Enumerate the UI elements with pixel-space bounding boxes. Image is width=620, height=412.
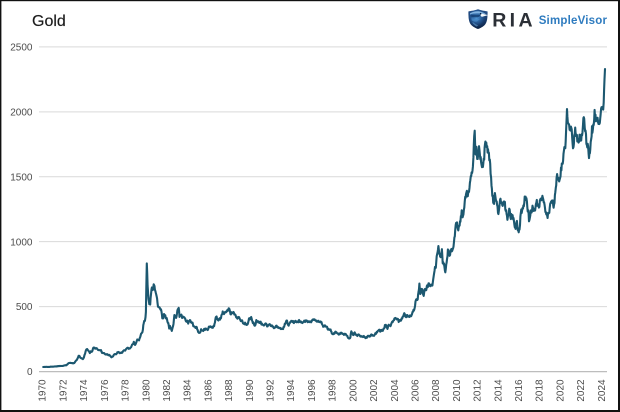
svg-text:2500: 2500 bbox=[10, 43, 33, 54]
svg-text:1990: 1990 bbox=[245, 379, 256, 402]
svg-text:1996: 1996 bbox=[307, 379, 318, 402]
svg-text:1986: 1986 bbox=[203, 379, 214, 402]
svg-text:2006: 2006 bbox=[411, 379, 422, 402]
svg-text:RIA: RIA bbox=[492, 10, 536, 32]
svg-text:2010: 2010 bbox=[452, 379, 463, 402]
svg-text:1000: 1000 bbox=[10, 237, 33, 248]
svg-text:1982: 1982 bbox=[162, 379, 173, 402]
svg-text:1978: 1978 bbox=[121, 379, 132, 402]
svg-text:500: 500 bbox=[16, 302, 33, 313]
svg-text:1976: 1976 bbox=[100, 379, 111, 402]
svg-text:1972: 1972 bbox=[58, 379, 69, 402]
svg-text:1980: 1980 bbox=[141, 379, 152, 402]
svg-text:0: 0 bbox=[27, 367, 33, 378]
svg-text:2020: 2020 bbox=[556, 379, 567, 402]
svg-text:SimpleVisor: SimpleVisor bbox=[539, 15, 608, 27]
svg-text:1970: 1970 bbox=[38, 379, 49, 402]
svg-text:2000: 2000 bbox=[348, 379, 359, 402]
svg-text:2022: 2022 bbox=[576, 379, 587, 402]
svg-text:1984: 1984 bbox=[183, 379, 194, 402]
svg-text:2014: 2014 bbox=[493, 379, 504, 402]
svg-text:2018: 2018 bbox=[535, 379, 546, 402]
svg-text:1500: 1500 bbox=[10, 172, 33, 183]
svg-text:2024: 2024 bbox=[597, 379, 608, 402]
svg-text:1974: 1974 bbox=[79, 379, 90, 402]
svg-text:2004: 2004 bbox=[390, 379, 401, 402]
svg-text:1988: 1988 bbox=[224, 379, 235, 402]
svg-text:2008: 2008 bbox=[431, 379, 442, 402]
svg-text:2016: 2016 bbox=[514, 379, 525, 402]
svg-text:2012: 2012 bbox=[473, 379, 484, 402]
svg-text:2000: 2000 bbox=[10, 107, 33, 118]
svg-text:1994: 1994 bbox=[286, 379, 297, 402]
svg-text:1992: 1992 bbox=[266, 379, 277, 402]
svg-text:2002: 2002 bbox=[369, 379, 380, 402]
svg-text:1998: 1998 bbox=[328, 379, 339, 402]
svg-text:Gold: Gold bbox=[32, 13, 66, 30]
